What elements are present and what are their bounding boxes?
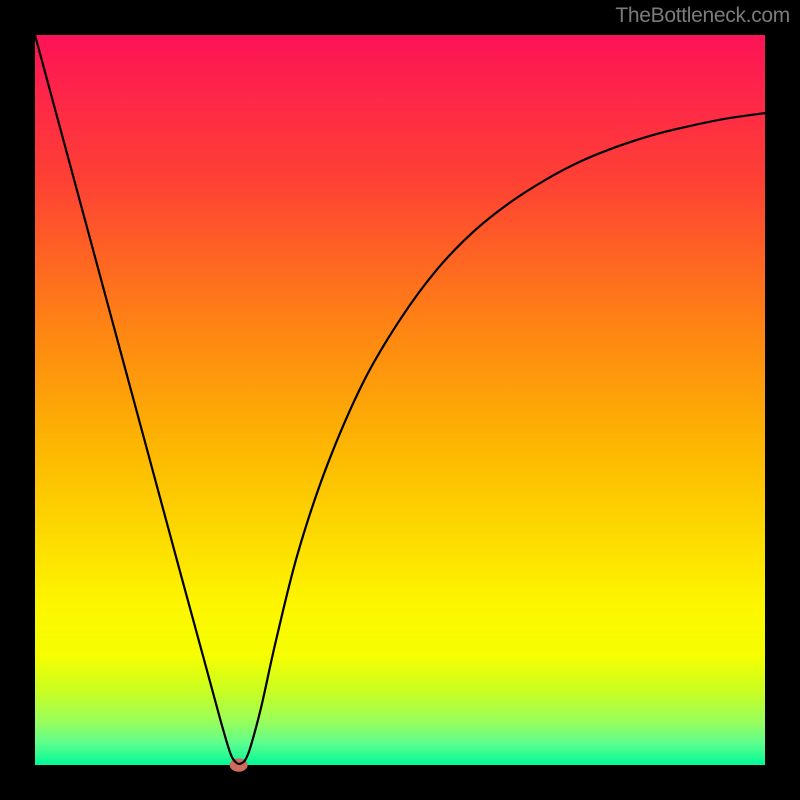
chart-canvas: TheBottleneck.com [0, 0, 800, 800]
chart-svg [0, 0, 800, 800]
gradient-background [35, 35, 765, 765]
